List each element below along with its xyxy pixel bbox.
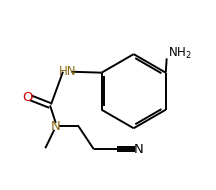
Text: N: N: [51, 120, 61, 133]
Text: O: O: [22, 91, 32, 104]
Text: N: N: [134, 143, 144, 156]
Text: HN: HN: [58, 65, 76, 78]
Text: NH$_2$: NH$_2$: [168, 46, 191, 61]
